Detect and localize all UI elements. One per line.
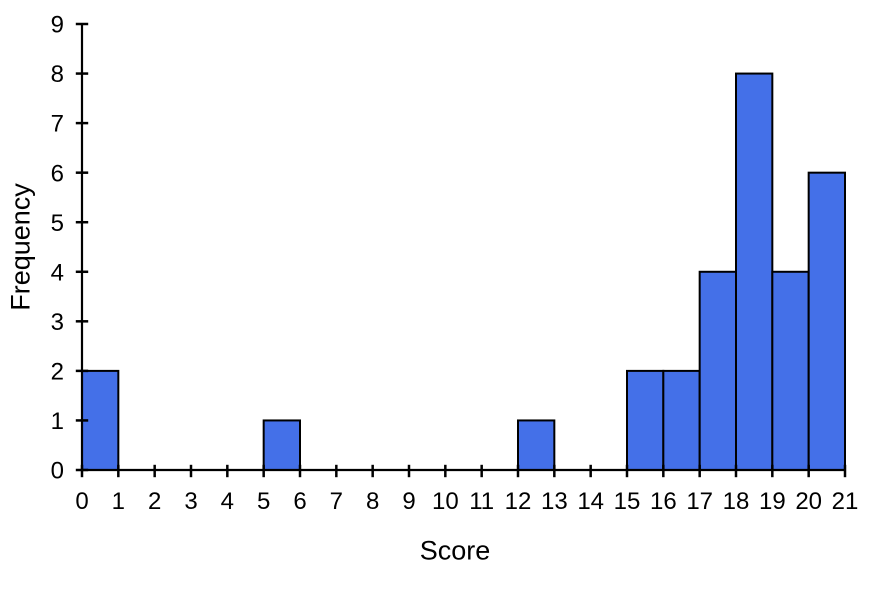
svg-text:9: 9 <box>51 12 64 39</box>
svg-text:5: 5 <box>257 488 270 515</box>
svg-text:0: 0 <box>75 488 88 515</box>
svg-text:0: 0 <box>51 458 64 485</box>
svg-text:20: 20 <box>795 488 822 515</box>
svg-text:18: 18 <box>723 488 750 515</box>
svg-text:Frequency: Frequency <box>6 183 36 311</box>
svg-text:21: 21 <box>832 488 859 515</box>
svg-text:16: 16 <box>650 488 677 515</box>
svg-text:9: 9 <box>402 488 415 515</box>
svg-text:2: 2 <box>51 358 64 385</box>
svg-text:8: 8 <box>366 488 379 515</box>
svg-text:17: 17 <box>686 488 713 515</box>
svg-text:Score: Score <box>420 536 491 566</box>
svg-text:19: 19 <box>759 488 786 515</box>
svg-text:2: 2 <box>148 488 161 515</box>
svg-text:7: 7 <box>51 111 64 138</box>
svg-text:15: 15 <box>614 488 641 515</box>
svg-text:1: 1 <box>51 408 64 435</box>
svg-text:1: 1 <box>112 488 125 515</box>
svg-text:13: 13 <box>541 488 568 515</box>
svg-text:12: 12 <box>505 488 532 515</box>
svg-text:3: 3 <box>184 488 197 515</box>
svg-text:10: 10 <box>432 488 459 515</box>
svg-text:3: 3 <box>51 309 64 336</box>
svg-text:14: 14 <box>577 488 604 515</box>
svg-text:5: 5 <box>51 210 64 237</box>
svg-text:4: 4 <box>221 488 234 515</box>
svg-text:6: 6 <box>51 160 64 187</box>
svg-text:4: 4 <box>51 259 64 286</box>
svg-text:7: 7 <box>330 488 343 515</box>
svg-text:6: 6 <box>293 488 306 515</box>
svg-text:8: 8 <box>51 61 64 88</box>
svg-text:11: 11 <box>469 488 494 515</box>
